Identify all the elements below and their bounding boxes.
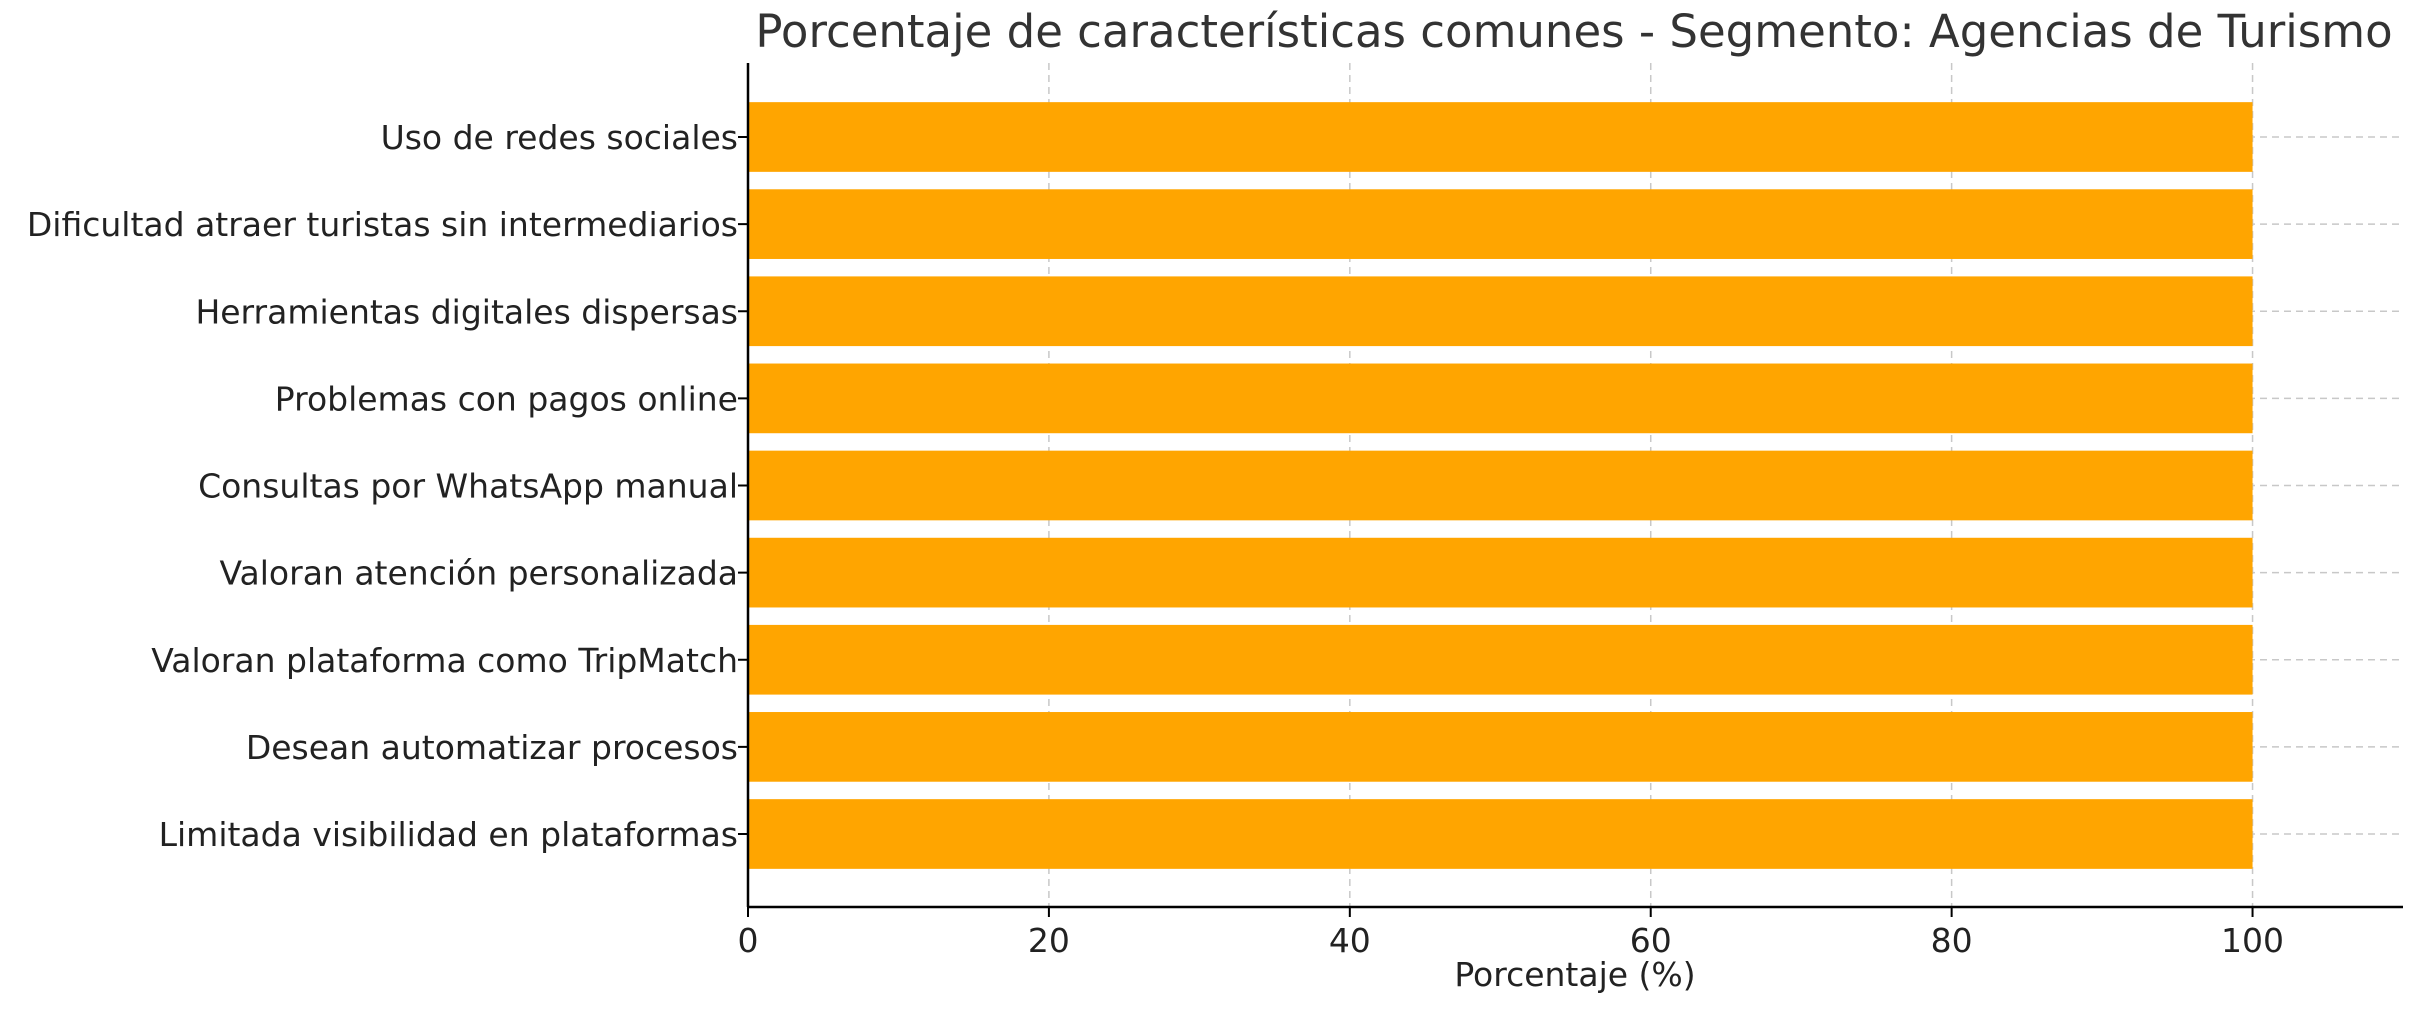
- category-label: Desean automatizar procesos: [246, 728, 738, 767]
- category-label: Consultas por WhatsApp manual: [198, 467, 738, 506]
- x-tick-labels: 0 20 40 60 80 100: [738, 907, 2284, 960]
- chart-title: Porcentaje de características comunes - …: [755, 5, 2392, 58]
- category-label: Herramientas digitales dispersas: [195, 292, 738, 331]
- bar: [748, 537, 2253, 608]
- bar: [748, 189, 2253, 259]
- bar: [748, 450, 2253, 521]
- category-label: Dificultad atraer turistas sin intermedi…: [27, 205, 738, 244]
- bar: [748, 624, 2253, 695]
- category-labels: Uso de redes sociales Dificultad atraer t…: [27, 118, 748, 854]
- x-tick-label: 40: [1329, 921, 1371, 960]
- x-tick-label: 0: [738, 921, 759, 960]
- category-label: Uso de redes sociales: [381, 118, 738, 157]
- bars: [748, 102, 2253, 869]
- category-label: Valoran plataforma como TripMatch: [151, 641, 738, 680]
- bar: [748, 102, 2253, 172]
- x-axis-label: Porcentaje (%): [1454, 955, 1695, 994]
- x-tick-label: 100: [2221, 921, 2284, 960]
- category-label: Limitada visibilidad en plataformas: [159, 815, 738, 854]
- bar: [748, 799, 2253, 869]
- bar: [748, 276, 2253, 347]
- category-label: Valoran atención personalizada: [220, 554, 738, 593]
- x-tick-label: 20: [1028, 921, 1070, 960]
- x-tick-label: 60: [1630, 921, 1672, 960]
- category-label: Problemas con pagos online: [275, 379, 738, 418]
- bar: [748, 363, 2253, 434]
- x-tick-label: 80: [1931, 921, 1973, 960]
- bar: [748, 712, 2253, 782]
